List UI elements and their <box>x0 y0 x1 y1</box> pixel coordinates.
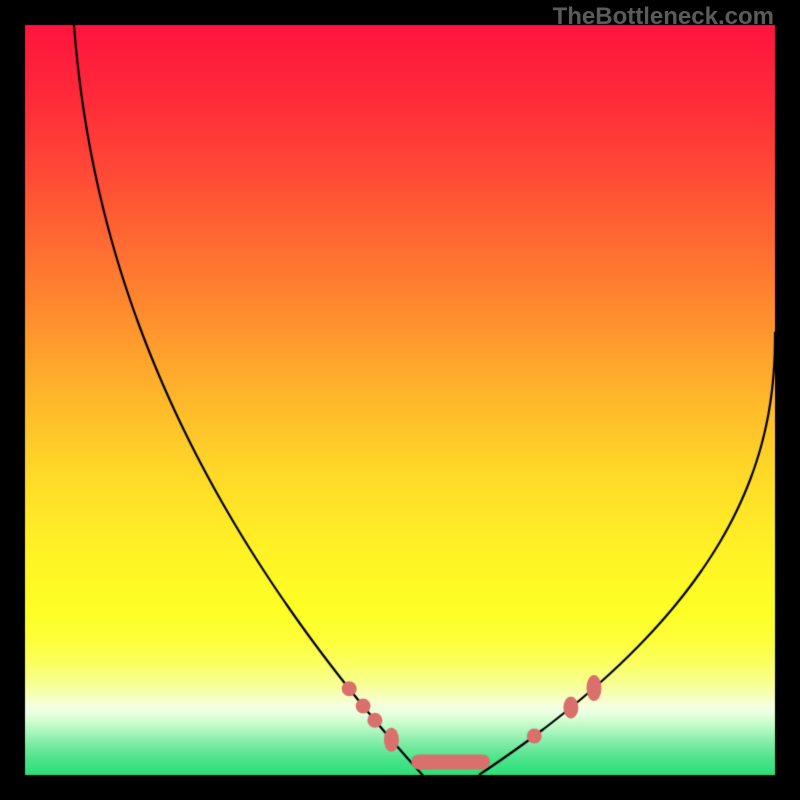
watermark-text: TheBottleneck.com <box>553 3 774 31</box>
bottleneck-curve-chart <box>0 0 800 800</box>
